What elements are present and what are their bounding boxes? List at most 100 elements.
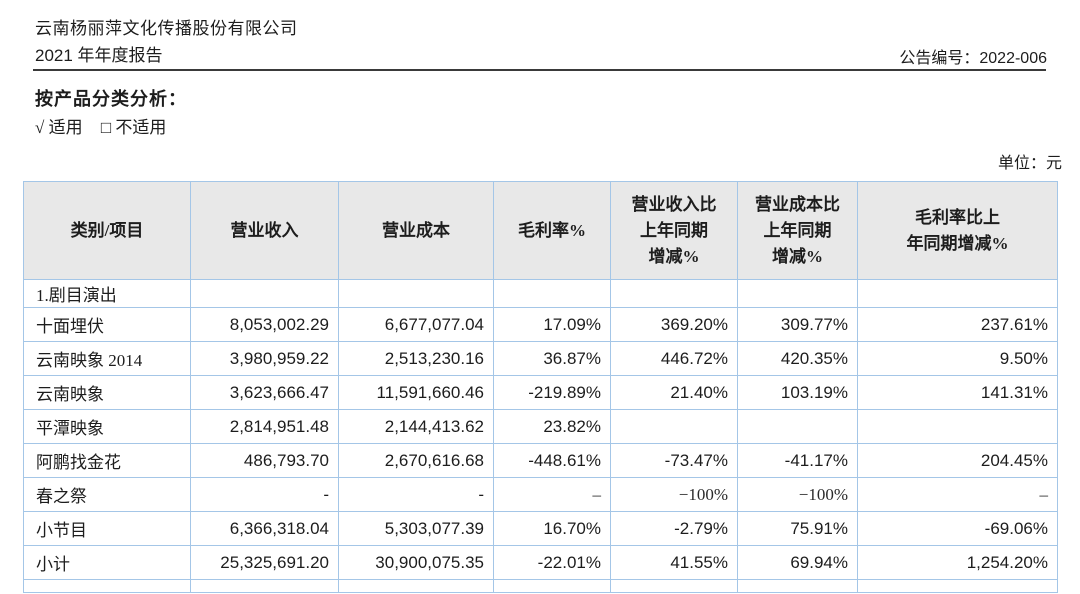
- column-header-5: 营业收入比 上年同期 增减%: [610, 181, 738, 280]
- column-header-1: 类别/项目: [23, 181, 191, 280]
- cell-value: 1,254.20%: [857, 545, 1058, 580]
- cell-value: [610, 579, 738, 593]
- row-label: 云南映象: [23, 375, 191, 410]
- header-divider: [33, 69, 1046, 71]
- cell-value: [737, 409, 858, 444]
- table-body: 1.剧目演出 十面埋伏 8,053,002.29 6,677,077.04 17.09%…: [23, 279, 1058, 593]
- cell-value: [610, 279, 738, 308]
- cell-value: 23.82%: [493, 409, 611, 444]
- cell-value: 486,793.70: [190, 443, 339, 478]
- cell-value: [190, 579, 339, 593]
- announcement-number: 公告编号：2022-006: [899, 50, 1047, 67]
- cell-value: -69.06%: [857, 511, 1058, 546]
- cell-value: 25,325,691.20: [190, 545, 339, 580]
- cell-value: 17.09%: [493, 307, 611, 342]
- check-icon: √: [35, 118, 45, 137]
- cell-value: [190, 279, 339, 308]
- cell-value: 16.70%: [493, 511, 611, 546]
- row-label: 小节目: [23, 511, 191, 546]
- cell-value: 5,303,077.39: [338, 511, 494, 546]
- table-row: [23, 579, 1058, 593]
- cell-value: 6,677,077.04: [338, 307, 494, 342]
- cell-value: 2,670,616.68: [338, 443, 494, 478]
- cell-value: [857, 279, 1058, 308]
- column-header-6: 营业成本比 上年同期 增减%: [737, 181, 858, 280]
- table-row: 小节目 6,366,318.04 5,303,077.39 16.70% -2.79% 7…: [23, 511, 1058, 546]
- cell-value: -219.89%: [493, 375, 611, 410]
- cell-value: [857, 409, 1058, 444]
- column-header-7: 毛利率比上 年同期增减%: [857, 181, 1058, 280]
- cell-value: -22.01%: [493, 545, 611, 580]
- row-label: 春之祭: [23, 477, 191, 512]
- cell-value: -: [338, 477, 494, 512]
- product-category-table: 类别/项目 营业收入 营业成本 毛利率% 营业收入比 上年同期 增减% 营业成本比 上年同…: [23, 181, 1058, 593]
- cell-value: 6,366,318.04: [190, 511, 339, 546]
- cell-value: 30,900,075.35: [338, 545, 494, 580]
- cell-value: 2,513,230.16: [338, 341, 494, 376]
- cell-value: 369.20%: [610, 307, 738, 342]
- cell-value: 75.91%: [737, 511, 858, 546]
- company-name: 云南杨丽萍文化传播股份有限公司: [35, 19, 298, 38]
- cell-value: −100%: [610, 477, 738, 512]
- applicable-label: 适用: [48, 118, 83, 137]
- table-row: 1.剧目演出: [23, 279, 1058, 308]
- cell-value: [610, 409, 738, 444]
- cell-value: -: [190, 477, 339, 512]
- cell-value: 237.61%: [857, 307, 1058, 342]
- cell-value: 309.77%: [737, 307, 858, 342]
- cell-value: [737, 579, 858, 593]
- cell-value: 446.72%: [610, 341, 738, 376]
- row-label: 十面埋伏: [23, 307, 191, 342]
- cell-value: 36.87%: [493, 341, 611, 376]
- row-label: [23, 579, 191, 593]
- table-row: 十面埋伏 8,053,002.29 6,677,077.04 17.09% 369.20…: [23, 307, 1058, 342]
- cell-value: 141.31%: [857, 375, 1058, 410]
- table-header-row: 类别/项目 营业收入 营业成本 毛利率% 营业收入比 上年同期 增减% 营业成本比 上年同…: [23, 181, 1058, 280]
- cell-value: −100%: [737, 477, 858, 512]
- cell-value: –: [857, 477, 1058, 512]
- cell-value: -448.61%: [493, 443, 611, 478]
- cell-value: 204.45%: [857, 443, 1058, 478]
- cell-value: [857, 579, 1058, 593]
- not-applicable-label: 不适用: [115, 118, 167, 137]
- cell-value: -73.47%: [610, 443, 738, 478]
- table-row: 春之祭 - - – −100% −100% –: [23, 477, 1058, 512]
- cell-value: -2.79%: [610, 511, 738, 546]
- cell-value: [338, 579, 494, 593]
- cell-value: [737, 279, 858, 308]
- cell-value: 9.50%: [857, 341, 1058, 376]
- unit-label: 单位：元: [997, 155, 1062, 172]
- cell-value: 420.35%: [737, 341, 858, 376]
- column-header-2: 营业收入: [190, 181, 339, 280]
- cell-value: 3,623,666.47: [190, 375, 339, 410]
- row-label: 小计: [23, 545, 191, 580]
- cell-value: 103.19%: [737, 375, 858, 410]
- cell-value: 21.40%: [610, 375, 738, 410]
- cell-value: 2,814,951.48: [190, 409, 339, 444]
- product-category-table-wrap: 类别/项目 营业收入 营业成本 毛利率% 营业收入比 上年同期 增减% 营业成本比 上年同…: [23, 181, 1058, 593]
- row-label: 云南映象 2014: [23, 341, 191, 376]
- table-row: 云南映象 2014 3,980,959.22 2,513,230.16 36.87% 4…: [23, 341, 1058, 376]
- cell-value: [493, 579, 611, 593]
- table-row: 阿鹏找金花 486,793.70 2,670,616.68 -448.61% -73.4…: [23, 443, 1058, 478]
- table-row: 小计 25,325,691.20 30,900,075.35 -22.01% 41.55…: [23, 545, 1058, 580]
- row-label: 1.剧目演出: [23, 279, 191, 308]
- table-row: 云南映象 3,623,666.47 11,591,660.46 -219.89% 21.…: [23, 375, 1058, 410]
- cell-value: -41.17%: [737, 443, 858, 478]
- cell-value: 8,053,002.29: [190, 307, 339, 342]
- cell-value: [493, 279, 611, 308]
- cell-value: 41.55%: [610, 545, 738, 580]
- row-label: 平潭映象: [23, 409, 191, 444]
- cell-value: [338, 279, 494, 308]
- cell-value: 11,591,660.46: [338, 375, 494, 410]
- report-title: 2021 年年度报告: [35, 46, 163, 65]
- cell-value: 2,144,413.62: [338, 409, 494, 444]
- applicability-options: √ 适用 □ 不适用: [35, 113, 166, 138]
- table-row: 平潭映象 2,814,951.48 2,144,413.62 23.82%: [23, 409, 1058, 444]
- cell-value: –: [493, 477, 611, 512]
- section-title: 按产品分类分析：: [35, 89, 187, 109]
- checkbox-empty-icon: □: [100, 118, 112, 137]
- cell-value: 69.94%: [737, 545, 858, 580]
- column-header-3: 营业成本: [338, 181, 494, 280]
